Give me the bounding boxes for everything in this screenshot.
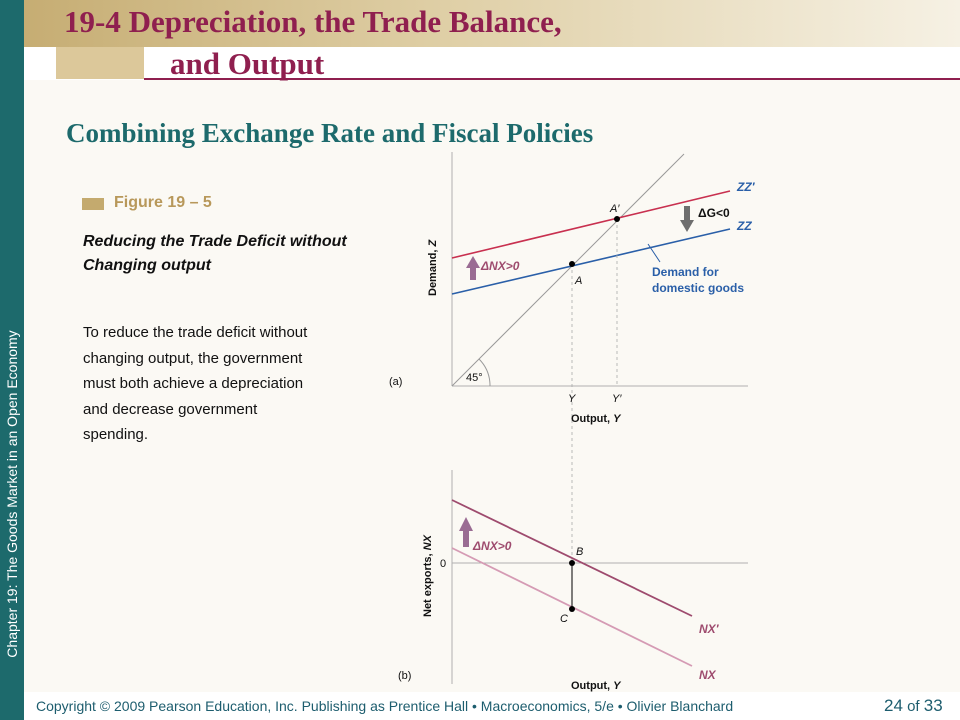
demand-label-line2: domestic goods xyxy=(652,281,744,295)
delta-g-label: ΔG<0 xyxy=(698,206,730,220)
panel-b-xlabel: Output, Y xyxy=(571,680,622,692)
footer-copyright: Copyright © 2009 Pearson Education, Inc.… xyxy=(36,698,734,714)
point-a-prime-dot xyxy=(614,216,620,222)
angle-45-label: 45° xyxy=(466,372,483,384)
delta-nx-arrow-head-b xyxy=(459,517,473,531)
point-b-label: B xyxy=(576,546,583,558)
zz-prime-curve xyxy=(451,190,731,259)
delta-nx-arrow-shaft-a xyxy=(470,268,476,280)
title-band-tab xyxy=(56,47,144,79)
delta-nx-label-a: ΔNX>0 xyxy=(480,259,520,273)
panel-a-xlabel: Output, Y xyxy=(571,413,622,425)
zz-prime-label: ZZ′ xyxy=(736,180,756,194)
figure-description: To reduce the trade deficit without chan… xyxy=(83,324,308,443)
demand-label-line1: Demand for xyxy=(652,265,719,279)
delta-nx-arrow-head-a xyxy=(466,256,480,268)
side-bar: Chapter 19: The Goods Market in an Open … xyxy=(0,0,24,720)
figure-swatch xyxy=(82,198,104,210)
slide-title-line2: and Output xyxy=(170,46,325,81)
nx-label: NX xyxy=(699,668,717,682)
y-tick-label: Y xyxy=(568,393,576,405)
figure-title: Reducing the Trade Deficit without Chang… xyxy=(83,233,347,274)
angle-arc xyxy=(478,358,491,387)
nx-prime-label: NX′ xyxy=(699,622,720,636)
title-band xyxy=(24,0,960,47)
page-total: 33 xyxy=(923,696,943,715)
point-b-dot xyxy=(569,560,575,566)
delta-g-arrow-head xyxy=(680,220,694,232)
panel-a: 45° A A′ ZZ′ ZZ ΔG<0 ΔNX>0 Demand for do… xyxy=(389,152,756,612)
zz-label: ZZ xyxy=(736,219,752,233)
panel-b: 0 B C NX′ NX ΔNX>0 (b) Output, Y Net exp… xyxy=(398,470,748,692)
slide-title-line1: 19-4 Depreciation, the Trade Balance, xyxy=(64,4,562,39)
panel-b-ylabel: Net exports, NX xyxy=(422,534,434,617)
panel-b-tag: (b) xyxy=(398,670,411,682)
point-a-label: A xyxy=(574,275,582,287)
line-45-degree xyxy=(451,153,685,387)
slide-subtitle: Combining Exchange Rate and Fiscal Polic… xyxy=(66,118,594,148)
y-prime-tick-label: Y′ xyxy=(612,393,622,405)
page-of: of xyxy=(907,698,920,715)
zero-label: 0 xyxy=(440,558,446,570)
panel-a-tag: (a) xyxy=(389,376,402,388)
page-number: 24 of 33 xyxy=(884,696,943,716)
delta-g-arrow-shaft xyxy=(684,206,690,220)
panel-a-ylabel: Demand, Z xyxy=(427,238,439,296)
figure-label: Figure 19 – 5 xyxy=(114,194,212,211)
title-rule xyxy=(144,78,960,80)
page-current: 24 xyxy=(884,696,903,715)
point-c-dot xyxy=(569,606,575,612)
point-a-prime-label: A′ xyxy=(609,203,620,215)
nx-prime-curve xyxy=(451,499,693,617)
point-c-label: C xyxy=(560,613,568,625)
delta-nx-label-b: ΔNX>0 xyxy=(472,539,512,553)
delta-nx-arrow-shaft-b xyxy=(463,531,469,547)
zz-curve xyxy=(451,228,731,295)
demand-pointer-line xyxy=(647,243,661,263)
point-a-dot xyxy=(569,261,575,267)
